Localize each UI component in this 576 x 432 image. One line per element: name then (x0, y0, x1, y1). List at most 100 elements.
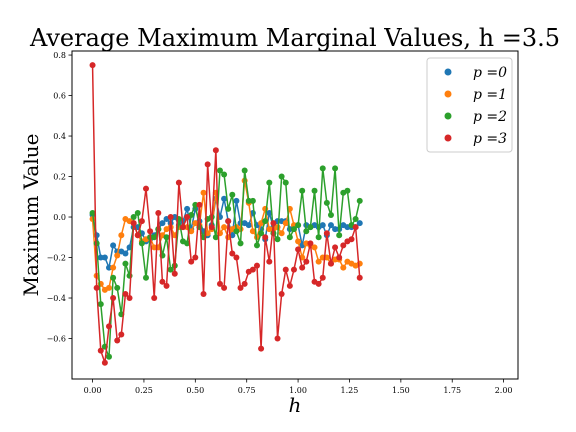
legend: p =0 p =1 p =2 p =3 (426, 57, 513, 153)
data-point (163, 234, 170, 241)
data-point (286, 282, 293, 289)
data-point (356, 220, 363, 227)
data-point (163, 282, 170, 289)
data-point (225, 205, 232, 212)
data-point (262, 234, 269, 241)
legend-marker (444, 112, 452, 120)
series-3 (89, 62, 363, 366)
data-point (327, 222, 334, 229)
data-point (241, 280, 248, 287)
data-point (114, 337, 121, 344)
data-point (315, 258, 322, 265)
data-point (319, 274, 326, 281)
data-point (159, 278, 166, 285)
y-tick-label: 0.8 (53, 51, 66, 60)
data-point (142, 185, 149, 192)
data-point (216, 167, 223, 174)
data-point (106, 353, 112, 360)
data-point (319, 222, 326, 229)
data-point (97, 301, 104, 308)
data-point (249, 266, 256, 273)
data-point (348, 236, 355, 243)
data-point (221, 224, 228, 231)
data-point (311, 244, 318, 251)
data-point (184, 240, 191, 247)
data-point (295, 238, 302, 245)
data-point (122, 260, 129, 267)
data-point (286, 234, 293, 241)
data-point (274, 236, 281, 243)
data-point (204, 161, 211, 168)
data-point (221, 195, 228, 202)
data-point (106, 323, 112, 330)
data-point (89, 62, 96, 69)
data-point (303, 228, 310, 235)
data-point (212, 234, 219, 241)
y-axis: −0.6 −0.4 −0.2 0.0 0.2 0.4 0.6 0.8 (47, 51, 72, 344)
data-point (151, 234, 158, 241)
y-tick-label: 0.2 (53, 173, 66, 182)
data-point (282, 179, 289, 186)
y-axis-label: Maximum Value (19, 134, 43, 297)
data-point (323, 199, 330, 206)
data-point (130, 220, 137, 227)
data-point (299, 187, 306, 194)
data-point (340, 242, 347, 249)
data-point (332, 165, 339, 172)
data-point (216, 280, 223, 287)
data-point (237, 240, 244, 247)
data-point (89, 209, 96, 216)
legend-marker (444, 134, 452, 142)
data-point (167, 214, 174, 221)
data-point (184, 205, 191, 212)
data-point (200, 189, 207, 196)
x-tick-label: 1.25 (341, 386, 359, 395)
data-point (311, 187, 318, 194)
data-point (290, 266, 297, 273)
data-point (118, 232, 125, 239)
data-point (319, 165, 326, 172)
data-point (126, 295, 133, 302)
data-point (138, 240, 145, 247)
data-point (106, 284, 112, 291)
data-point (179, 224, 186, 231)
data-point (151, 295, 158, 302)
data-point (221, 284, 228, 291)
y-tick-label: 0.4 (53, 132, 66, 141)
data-point (122, 250, 129, 257)
data-point (159, 220, 166, 227)
y-tick-label: −0.2 (47, 254, 66, 263)
data-point (249, 228, 256, 235)
data-point (229, 250, 236, 257)
data-point (249, 197, 256, 204)
x-axis-label: h (289, 393, 302, 417)
data-point (295, 246, 302, 253)
data-point (175, 179, 182, 186)
data-point (245, 197, 252, 204)
data-point (282, 266, 289, 273)
data-point (130, 214, 137, 221)
data-point (253, 242, 260, 249)
data-point (126, 272, 133, 279)
data-point (233, 254, 240, 261)
data-point (138, 218, 145, 225)
data-point (266, 209, 273, 216)
data-point (155, 209, 162, 216)
data-point (106, 264, 112, 271)
x-tick-label: 1.75 (443, 386, 461, 395)
data-point (245, 222, 252, 229)
series-layer (89, 62, 363, 366)
data-point (122, 290, 129, 297)
x-tick-label: 2.00 (495, 386, 513, 395)
x-tick-label: 1.50 (392, 386, 410, 395)
data-point (303, 258, 310, 265)
y-tick-label: −0.4 (47, 294, 66, 303)
data-point (208, 224, 215, 231)
data-point (93, 284, 100, 291)
legend-marker (444, 68, 452, 76)
data-point (192, 254, 199, 261)
x-tick-label: 1.00 (289, 386, 307, 395)
data-point (278, 173, 285, 180)
data-point (258, 230, 265, 237)
